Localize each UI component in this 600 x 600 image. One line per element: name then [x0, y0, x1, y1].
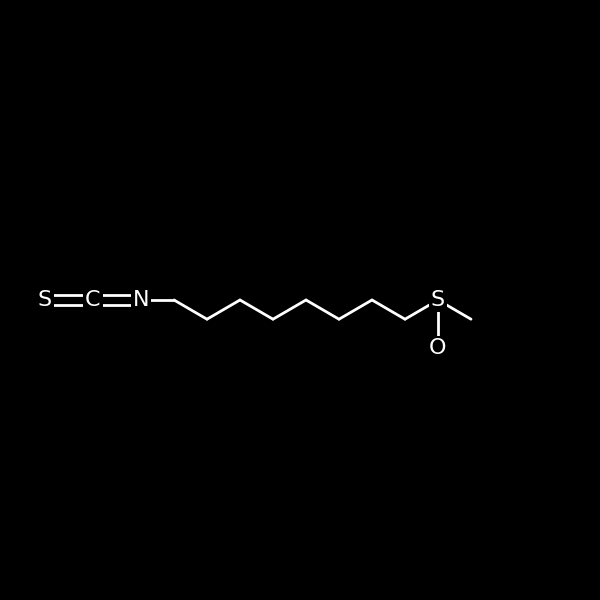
- Text: S: S: [38, 290, 52, 310]
- Text: C: C: [85, 290, 101, 310]
- Text: O: O: [429, 338, 447, 358]
- Text: N: N: [133, 290, 149, 310]
- Text: S: S: [431, 290, 445, 310]
